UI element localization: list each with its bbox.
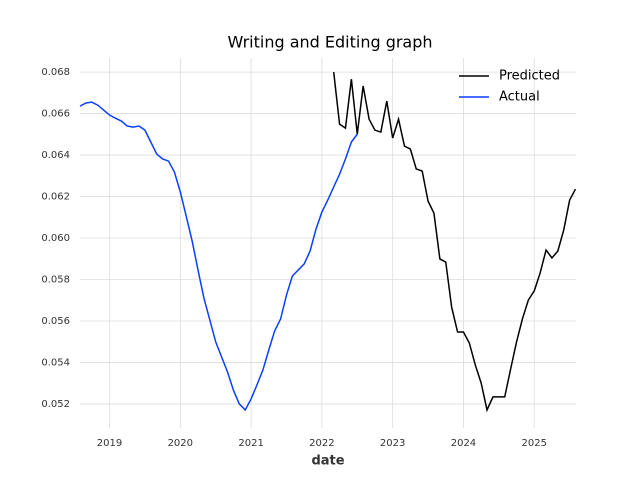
x-tick-label: 2024 [451,438,476,449]
y-tick-label: 0.066 [41,109,70,120]
chart-title: Writing and Editing graph [227,33,432,52]
x-tick-label: 2019 [97,438,122,449]
y-tick-label: 0.060 [41,233,70,244]
x-tick-label: 2021 [238,438,263,449]
series-line [79,101,358,412]
y-tick-label: 0.056 [41,316,70,327]
y-tick-label: 0.052 [41,399,70,410]
x-tick-label: 2023 [380,438,405,449]
x-axis-label: date [311,454,344,469]
y-tick-label: 0.058 [41,275,70,286]
y-tick-label: 0.054 [41,357,70,368]
x-tick-label: 2022 [309,438,334,449]
x-tick-label: 2025 [522,438,547,449]
x-tick-label: 2020 [168,438,193,449]
y-tick-label: 0.064 [41,150,70,161]
legend-label: Predicted [499,69,560,84]
y-tick-label: 0.068 [41,67,70,78]
legend-label: Actual [499,90,540,105]
y-tick-label: 0.062 [41,192,70,203]
series-line [332,72,577,413]
